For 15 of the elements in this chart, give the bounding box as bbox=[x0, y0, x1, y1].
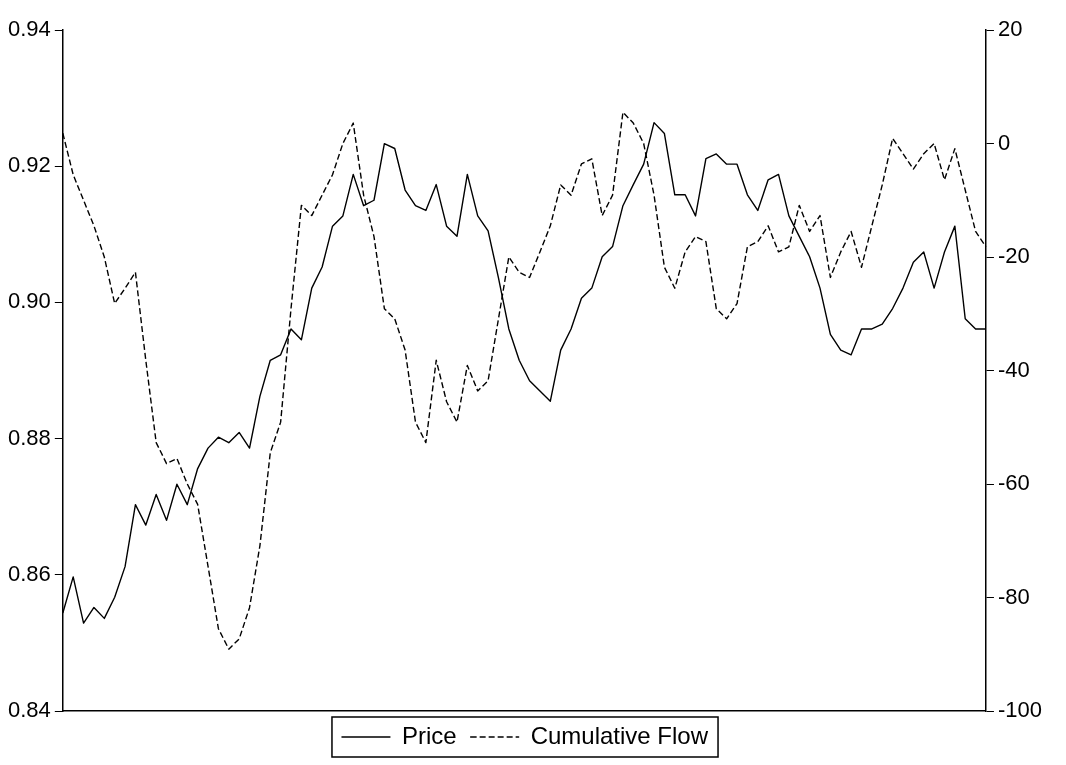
y2-tick-label: -40 bbox=[997, 356, 1030, 382]
y-tick-label: 0.94 bbox=[7, 16, 51, 42]
y2-tick-label: -80 bbox=[997, 583, 1030, 609]
y2-tick-label: 0 bbox=[997, 129, 1011, 155]
y2-tick-label: 20 bbox=[997, 16, 1023, 42]
legend-label: Cumulative Flow bbox=[530, 721, 709, 749]
y2-tick-label: -60 bbox=[997, 470, 1030, 496]
y2-tick-label: -100 bbox=[997, 697, 1043, 723]
y-tick-label: 0.88 bbox=[7, 424, 51, 450]
y2-tick-label: -20 bbox=[997, 243, 1030, 269]
y-tick-label: 0.86 bbox=[7, 560, 51, 586]
legend-label: Price bbox=[401, 721, 457, 749]
y-tick-label: 0.90 bbox=[7, 288, 51, 314]
y-tick-label: 0.84 bbox=[7, 697, 51, 723]
y-tick-label: 0.92 bbox=[7, 152, 51, 178]
